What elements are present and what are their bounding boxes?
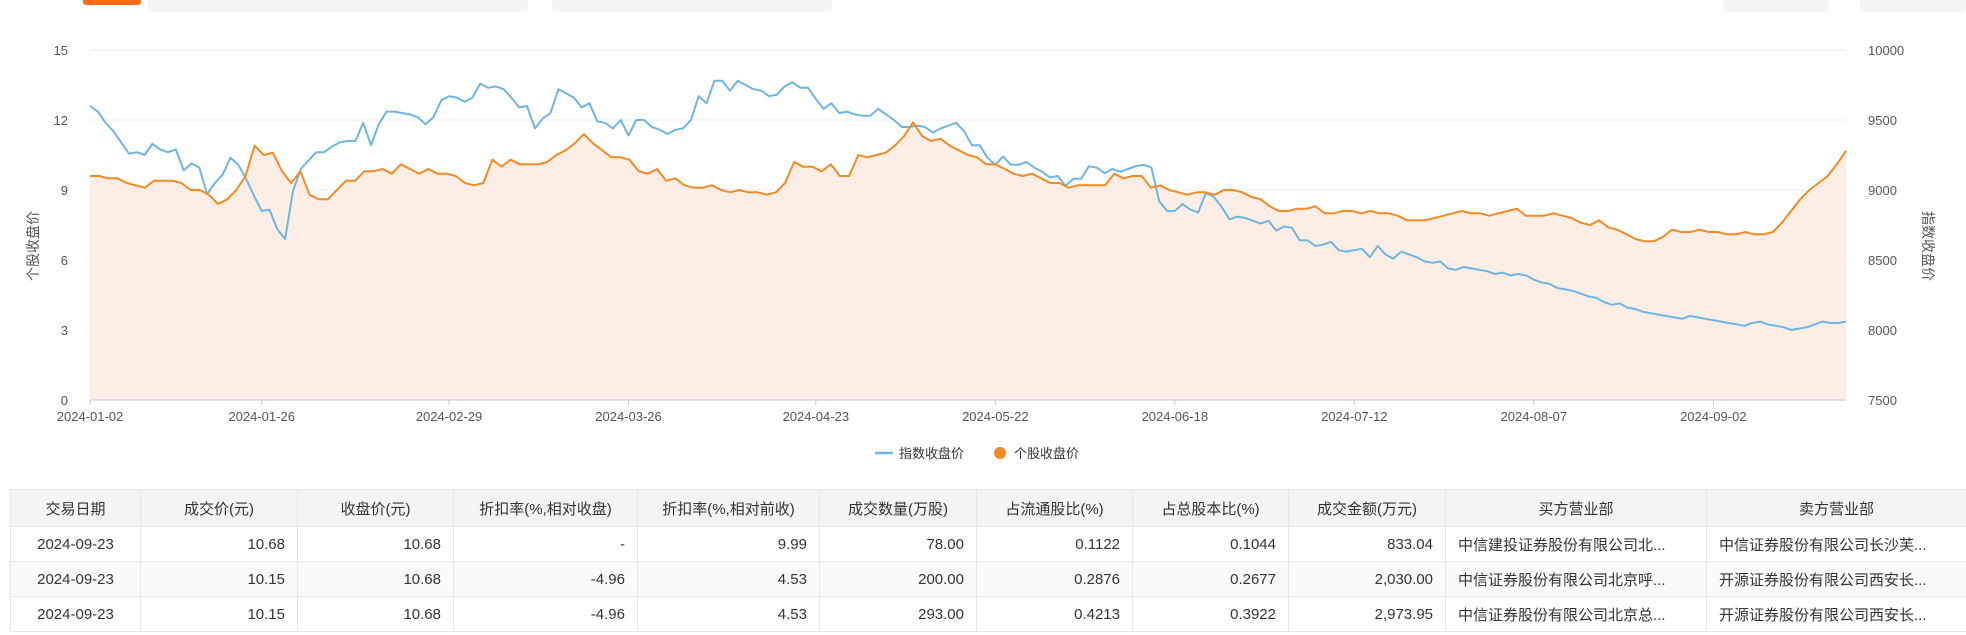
x-tick-label: 2024-01-02 [57,409,124,424]
cell-discount-close: -4.96 [453,561,638,597]
index-price-line [89,79,1847,331]
right-axis-label: 指数收盘价 [1920,211,1936,281]
right-tick-label: 7500 [1868,393,1897,408]
cell-buyer[interactable]: 中信建投证券股份有限公司北... [1445,526,1707,562]
table-header-row: 交易日期 成交价(元) 收盘价(元) 折扣率(%,相对收盘) 折扣率(%,相对前… [10,489,1966,527]
col-header-close-price[interactable]: 收盘价(元) [297,489,454,527]
right-tick-label: 8000 [1868,323,1897,338]
cell-amount: 833.04 [1288,526,1446,562]
cell-date: 2024-09-23 [10,526,141,562]
cell-close-price: 10.68 [297,526,454,562]
right-tick-label: 8500 [1868,253,1897,268]
right-tick-label: 9500 [1868,113,1897,128]
top-toolbar [0,0,1966,16]
cell-float-ratio: 0.4213 [976,596,1133,632]
cell-seller[interactable]: 中信证券股份有限公司长沙芙... [1706,526,1966,562]
cell-amount: 2,030.00 [1288,561,1446,597]
table-row: 2024-09-23 10.15 10.68 -4.96 4.53 293.00… [10,596,1966,632]
col-header-discount-close[interactable]: 折扣率(%,相对收盘) [453,489,638,527]
cell-close-price: 10.68 [297,596,454,632]
x-tick-label: 2024-05-22 [962,409,1029,424]
left-axis-label: 个股收盘价 [25,211,41,281]
block-trade-table-wrap: 交易日期 成交价(元) 收盘价(元) 折扣率(%,相对收盘) 折扣率(%,相对前… [10,489,1966,632]
cell-discount-close: - [453,526,638,562]
x-tick-label: 2024-07-12 [1321,409,1388,424]
col-header-amount[interactable]: 成交金额(万元) [1288,489,1446,527]
left-tick-label: 9 [61,183,68,198]
toolbar-button-2[interactable] [1860,0,1966,12]
cell-total-ratio: 0.3922 [1132,596,1289,632]
col-header-volume[interactable]: 成交数量(万股) [819,489,977,527]
right-axis-ticks: 7500 8000 8500 9000 9500 10000 [1868,43,1904,408]
cell-float-ratio: 0.2876 [976,561,1133,597]
chart-lines-layer [89,79,1847,331]
cell-float-ratio: 0.1122 [976,526,1133,562]
cell-trade-price: 10.15 [140,561,298,597]
col-header-trade-price[interactable]: 成交价(元) [140,489,298,527]
cell-trade-price: 10.68 [140,526,298,562]
left-tick-label: 15 [54,43,68,58]
x-tick-label: 2024-02-29 [416,409,483,424]
col-header-float-ratio[interactable]: 占流通股比(%) [976,489,1133,527]
toolbar-field-1[interactable] [148,0,528,12]
cell-seller[interactable]: 开源证券股份有限公司西安长... [1706,596,1966,632]
cell-buyer[interactable]: 中信证券股份有限公司北京总... [1445,596,1707,632]
cell-discount-close: -4.96 [453,596,638,632]
cell-discount-prev: 9.99 [637,526,820,562]
x-axis-ticks: 2024-01-02 2024-01-26 2024-02-29 2024-03-26… [57,400,1747,424]
cell-volume: 200.00 [819,561,977,597]
right-tick-label: 9000 [1868,183,1897,198]
cell-trade-price: 10.15 [140,596,298,632]
price-line-chart: 0 3 6 9 12 15 7500 8000 8500 9000 9500 10000 2024-… [25,43,1936,461]
left-tick-label: 12 [54,113,68,128]
cell-date: 2024-09-23 [10,596,141,632]
left-tick-label: 3 [61,323,68,338]
cell-discount-prev: 4.53 [637,561,820,597]
col-header-date[interactable]: 交易日期 [10,489,141,527]
cell-date: 2024-09-23 [10,561,141,597]
col-header-seller[interactable]: 卖方营业部 [1706,489,1966,527]
x-tick-label: 2024-06-18 [1142,409,1209,424]
legend-label-index: 指数收盘价 [899,446,964,461]
cell-amount: 2,973.95 [1288,596,1446,632]
left-tick-label: 0 [61,393,68,408]
cell-discount-prev: 4.53 [637,596,820,632]
chart-area-layer [90,122,1846,401]
legend-swatch-stock [994,447,1006,459]
chart-legend: 指数收盘价 个股收盘价 [875,446,1079,461]
x-tick-label: 2024-09-02 [1680,409,1747,424]
x-tick-label: 2024-03-26 [595,409,662,424]
table-row: 2024-09-23 10.68 10.68 - 9.99 78.00 0.11… [10,526,1966,562]
x-tick-label: 2024-04-23 [783,409,850,424]
x-tick-label: 2024-08-07 [1501,409,1568,424]
toolbar-field-2[interactable] [552,0,832,12]
stock-price-area [90,122,1846,401]
cell-volume: 78.00 [819,526,977,562]
col-header-buyer[interactable]: 买方营业部 [1445,489,1707,527]
cell-buyer[interactable]: 中信证券股份有限公司北京呼... [1445,561,1707,597]
col-header-discount-prev[interactable]: 折扣率(%,相对前收) [637,489,820,527]
table-row: 2024-09-23 10.15 10.68 -4.96 4.53 200.00… [10,561,1966,597]
cell-seller[interactable]: 开源证券股份有限公司西安长... [1706,561,1966,597]
col-header-total-ratio[interactable]: 占总股本比(%) [1132,489,1289,527]
cell-volume: 293.00 [819,596,977,632]
legend-label-stock: 个股收盘价 [1014,446,1079,461]
left-axis-ticks: 0 3 6 9 12 15 [54,43,68,408]
right-tick-label: 10000 [1868,43,1904,58]
stock-price-line [90,121,1847,243]
toolbar-button-1[interactable] [1723,0,1829,12]
x-tick-label: 2024-01-26 [228,409,295,424]
cell-total-ratio: 0.2677 [1132,561,1289,597]
left-tick-label: 6 [61,253,68,268]
active-tab-indicator[interactable] [83,0,141,5]
block-trade-table: 交易日期 成交价(元) 收盘价(元) 折扣率(%,相对收盘) 折扣率(%,相对前… [10,489,1966,632]
cell-total-ratio: 0.1044 [1132,526,1289,562]
cell-close-price: 10.68 [297,561,454,597]
